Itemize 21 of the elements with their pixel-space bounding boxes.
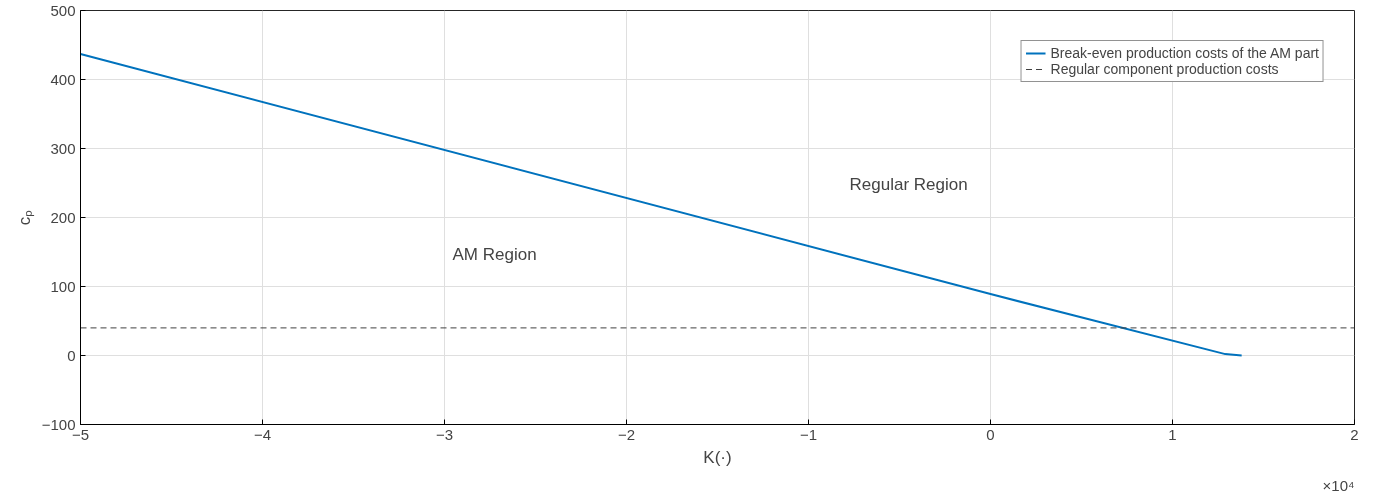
x-axis-title: K(·) — [703, 447, 732, 467]
x-tick-label: −3 — [435, 425, 454, 443]
x-tick-label: 1 — [1168, 425, 1177, 443]
y-tick-label: 200 — [50, 208, 76, 226]
x-tick-label: −1 — [799, 425, 818, 443]
y-tick-label: −100 — [41, 415, 76, 433]
x-tick-label: −4 — [253, 425, 272, 443]
y-tick-label: 400 — [50, 70, 76, 88]
x-tick-label: 0 — [986, 425, 995, 443]
legend-label: Break-even production costs of the AM part — [1050, 45, 1319, 61]
text: ×10⁴ — [1322, 476, 1355, 494]
annotation: Regular Region — [849, 174, 968, 194]
y-tick-label: 500 — [50, 1, 76, 19]
annotation: AM Region — [452, 245, 537, 265]
y-axis-title: cₚ — [14, 209, 35, 226]
y-tick-label: 0 — [67, 346, 76, 364]
x-tick-label: −2 — [617, 425, 636, 443]
y-tick-label: 300 — [50, 139, 76, 157]
legend-label: Regular component production costs — [1050, 61, 1279, 77]
x-tick-label: 2 — [1350, 425, 1359, 443]
y-tick-label: 100 — [50, 277, 76, 295]
